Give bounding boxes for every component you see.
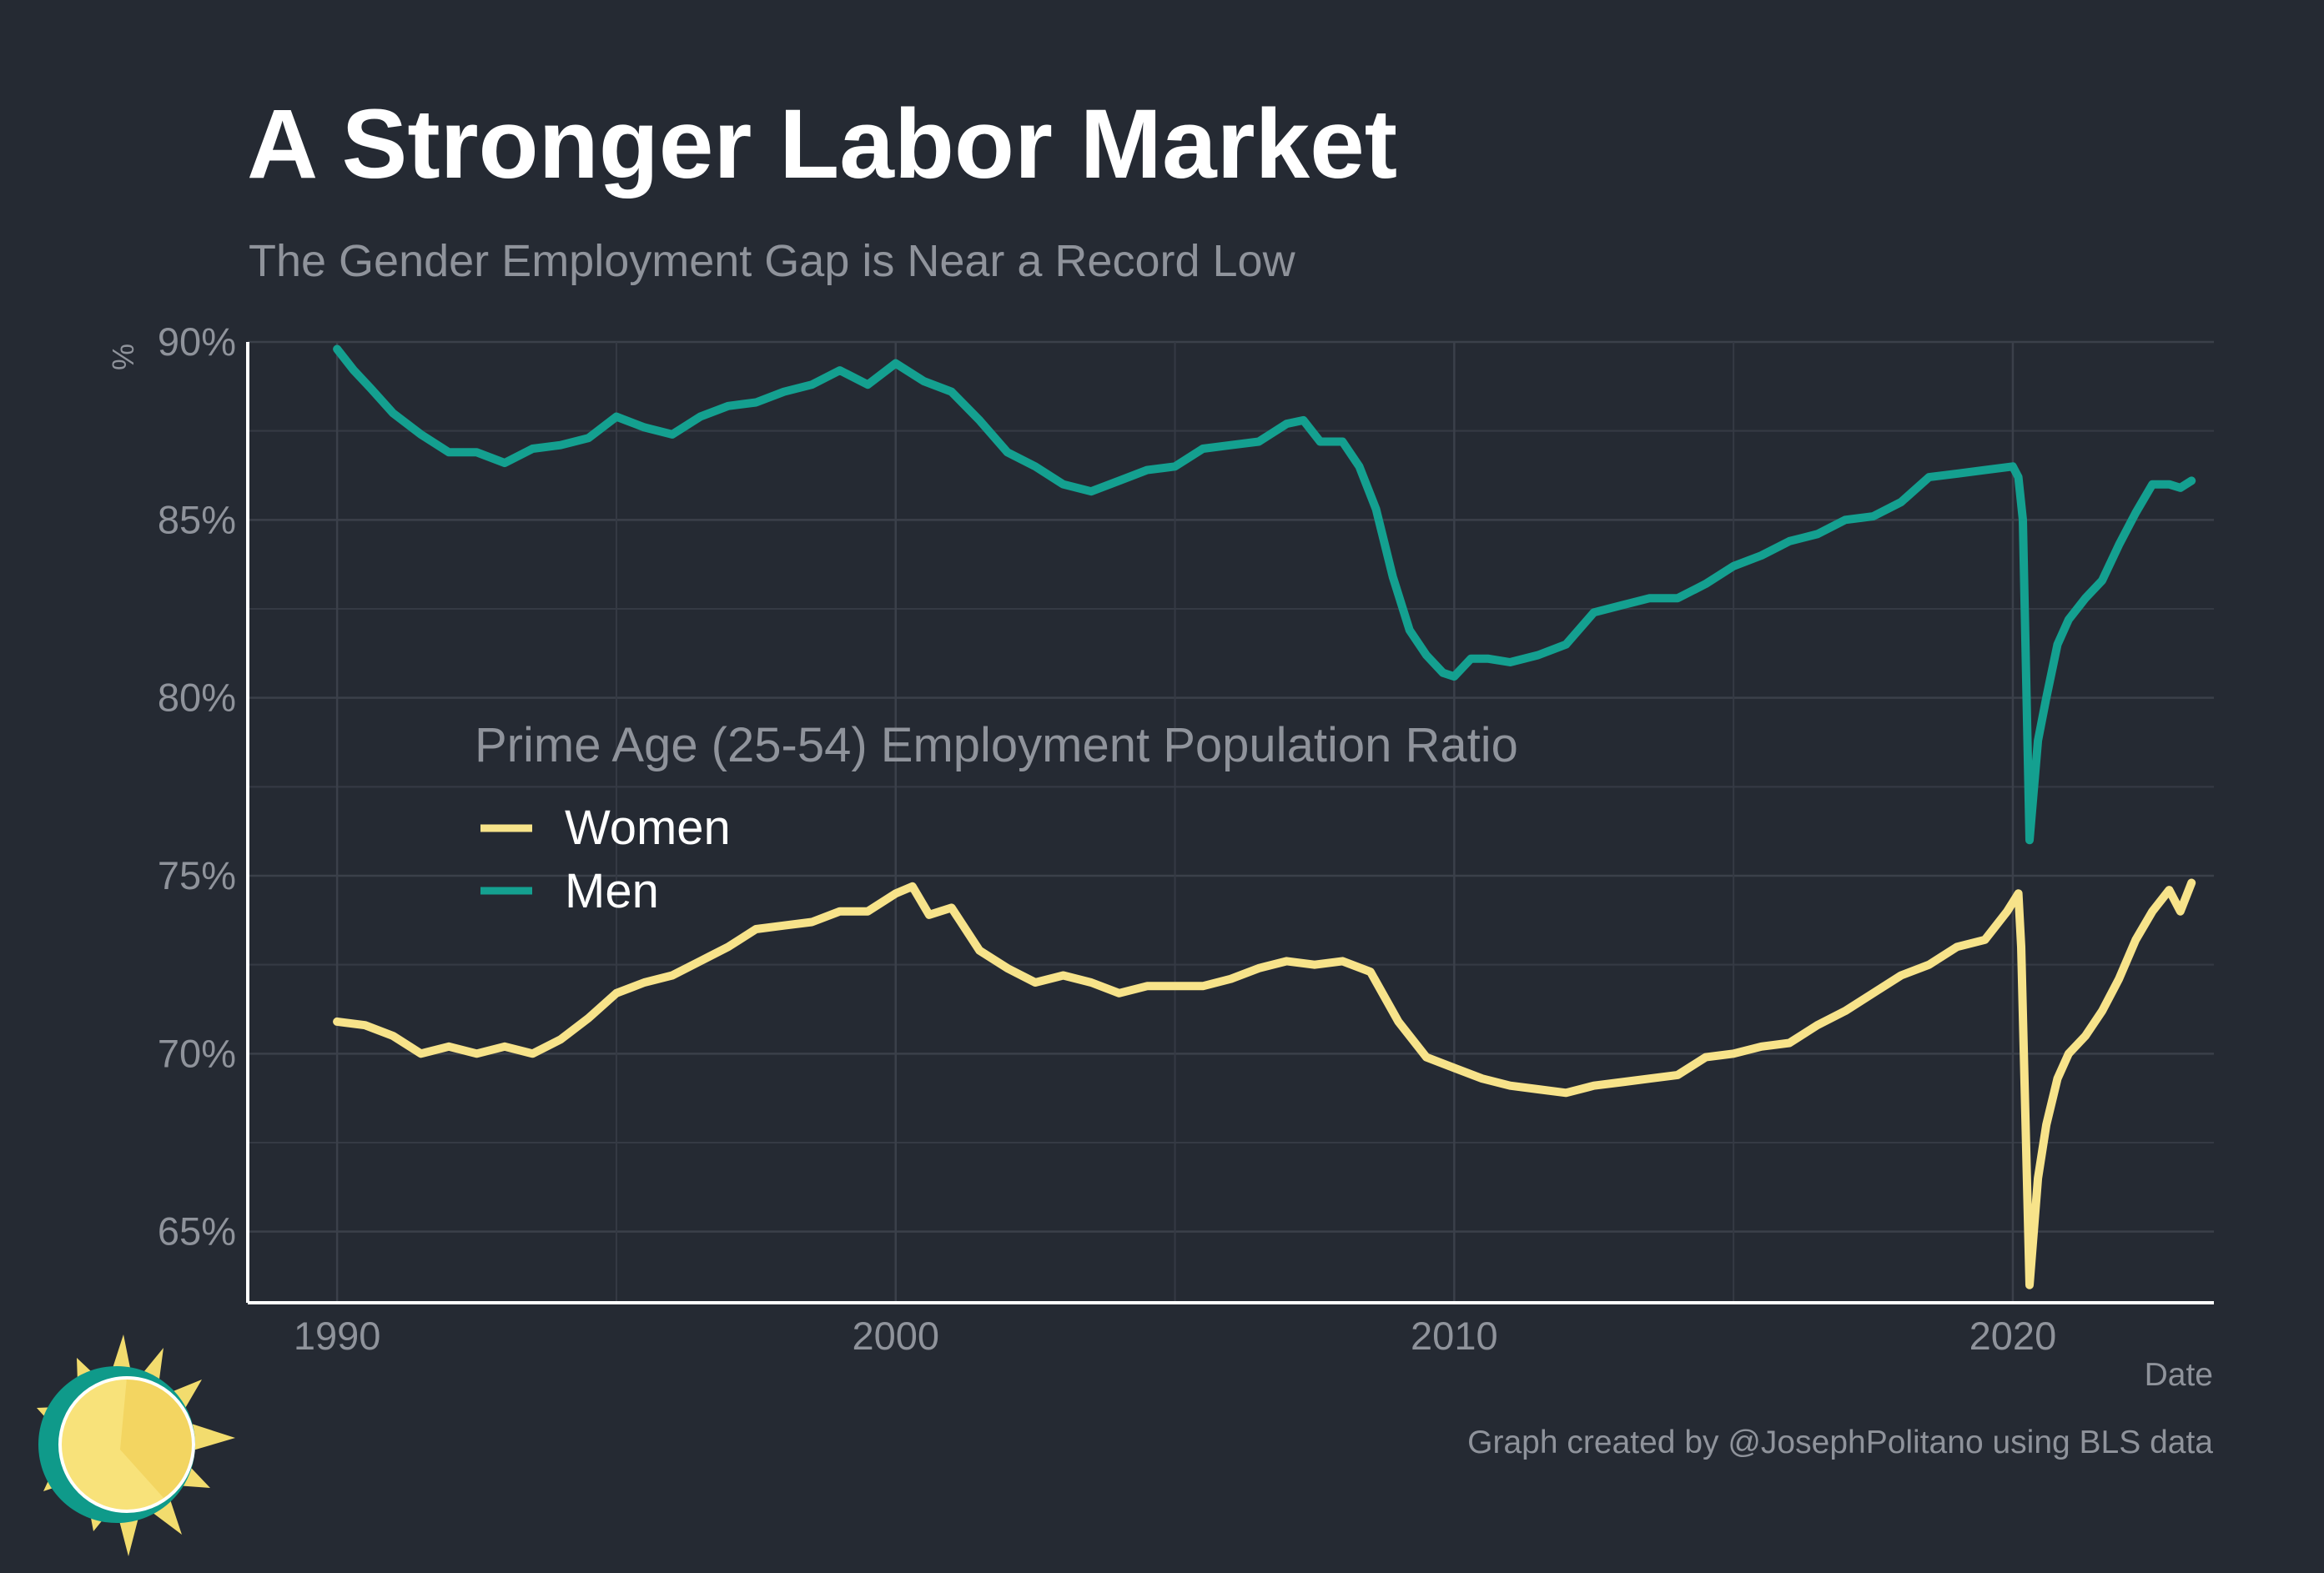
x-axis-ticks: 1990 2000 2010 2020: [294, 1314, 2056, 1358]
y-axis-ticks: 65% 70% 75% 80% 85% 90%: [158, 319, 236, 1254]
legend-label-women: Women: [565, 801, 731, 855]
chart-title: A Stronger Labor Market: [247, 89, 1398, 199]
x-tick-label: 2010: [1411, 1314, 1498, 1358]
sun-outline-icon: [58, 1376, 195, 1513]
legend-title: Prime Age (25-54) Employment Population …: [475, 718, 1518, 772]
x-axis-title: Date: [2144, 1357, 2213, 1393]
chart-caption: Graph created by @JosephPolitano using B…: [1467, 1425, 2213, 1460]
gridlines: [248, 340, 2214, 1303]
y-tick-label: 70%: [158, 1031, 236, 1075]
chart-subtitle: The Gender Employment Gap is Near a Reco…: [249, 236, 1295, 286]
sun-logo: [37, 1334, 235, 1556]
legend-label-men: Men: [565, 864, 659, 918]
y-tick-label: 65%: [158, 1209, 236, 1254]
x-tick-label: 2020: [1969, 1314, 2057, 1358]
x-tick-label: 2000: [852, 1314, 939, 1358]
series-line-women: [333, 878, 2196, 1289]
y-tick-label: 75%: [158, 853, 236, 897]
y-tick-label: 80%: [158, 676, 236, 720]
y-tick-label: 85%: [158, 497, 236, 541]
series-line-men: [333, 344, 2196, 845]
x-tick-label: 1990: [294, 1314, 381, 1358]
sun-shade-icon: [120, 1378, 194, 1500]
y-tick-label: 90%: [158, 319, 236, 364]
y-axis-unit: %: [106, 344, 140, 370]
series-lines: [333, 344, 2196, 1289]
legend: Prime Age (25-54) Employment Population …: [475, 718, 1518, 918]
